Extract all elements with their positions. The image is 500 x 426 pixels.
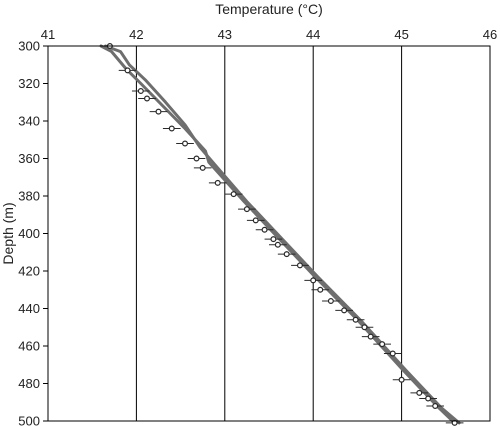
data-point xyxy=(199,164,206,171)
x-tick-labels: 41 42 43 44 45 46 xyxy=(41,27,497,42)
data-point xyxy=(352,316,359,323)
y-tick-label: 300 xyxy=(18,39,40,54)
data-point xyxy=(155,108,162,115)
grid-layer xyxy=(135,46,403,421)
data-point xyxy=(243,206,250,213)
y-tick-label: 360 xyxy=(18,151,40,166)
data-point xyxy=(214,179,221,186)
data-point xyxy=(274,241,281,248)
data-point xyxy=(432,403,439,410)
data-point xyxy=(361,324,368,331)
data-point xyxy=(182,140,189,147)
data-point xyxy=(389,350,396,357)
x-tick-label: 44 xyxy=(306,27,320,42)
data-point xyxy=(416,389,423,396)
x-tick-label: 46 xyxy=(483,27,497,42)
data-point xyxy=(327,298,334,305)
y-tick-label: 420 xyxy=(18,264,40,279)
data-point xyxy=(341,307,348,314)
profile-curve-1 xyxy=(99,44,457,425)
data-point xyxy=(137,87,144,94)
x-tick-label: 45 xyxy=(394,27,408,42)
data-point xyxy=(296,262,303,269)
plot-frame xyxy=(47,45,491,422)
data-point xyxy=(451,419,458,426)
data-point xyxy=(252,217,259,224)
y-tick-labels: 300 320 340 360 380 400 420 440 460 480 500 xyxy=(18,39,48,426)
data-point xyxy=(398,376,405,383)
data-point xyxy=(168,125,175,132)
data-point xyxy=(310,277,317,284)
series-layer xyxy=(99,42,464,426)
y-tick-label: 320 xyxy=(18,76,40,91)
data-point xyxy=(379,341,386,348)
data-point xyxy=(283,251,290,258)
data-point xyxy=(367,333,374,340)
x-tick-label: 43 xyxy=(218,27,232,42)
y-tick-label: 380 xyxy=(18,189,40,204)
data-point xyxy=(193,155,200,162)
data-point xyxy=(144,95,151,102)
y-tick-label: 500 xyxy=(18,414,40,426)
x-tick-label: 42 xyxy=(129,27,143,42)
data-point xyxy=(317,286,324,293)
y-tick-label: 460 xyxy=(18,339,40,354)
y-axis-title: Depth (m) xyxy=(0,202,16,264)
y-tick-label: 440 xyxy=(18,301,40,316)
y-tick-label: 400 xyxy=(18,226,40,241)
y-tick-label: 340 xyxy=(18,114,40,129)
data-point xyxy=(261,226,268,233)
data-point xyxy=(425,395,432,402)
data-point xyxy=(124,67,131,74)
data-point xyxy=(230,191,237,198)
x-axis-title: Temperature (°C) xyxy=(215,1,323,17)
y-tick-label: 480 xyxy=(18,376,40,391)
x-tick-label: 41 xyxy=(41,27,55,42)
data-point xyxy=(270,236,277,243)
